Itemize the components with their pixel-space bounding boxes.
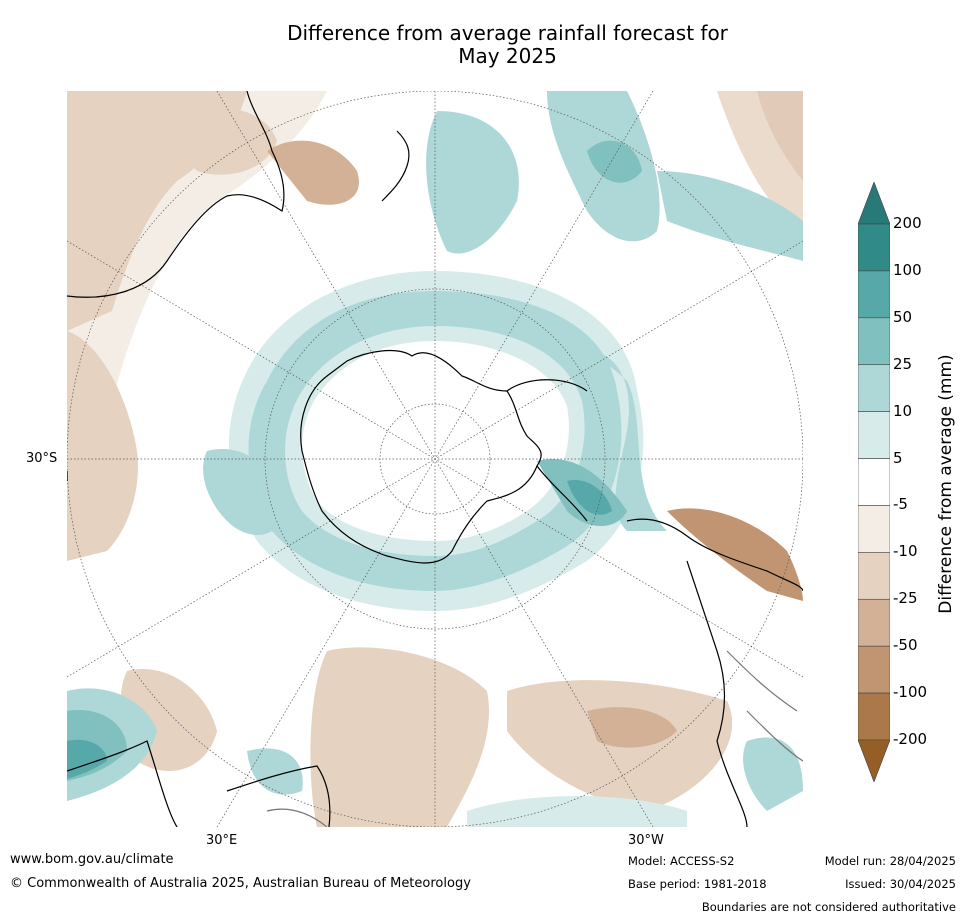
colorbar-band: [858, 270, 890, 319]
colorbar: [858, 182, 890, 782]
colorbar-band: [858, 317, 890, 366]
country-boundaries: [266, 650, 803, 827]
colorbar-tick-label: 100: [893, 260, 922, 279]
colorbar-tick-label: -200: [893, 730, 928, 748]
footer-disclaimer: Boundaries are not considered authoritat…: [701, 900, 956, 914]
colorbar-band: [858, 505, 890, 553]
footer-issued: Issued: 30/04/2025: [845, 877, 956, 891]
south-america-coast: [626, 518, 803, 592]
colorbar-band: [858, 645, 890, 694]
graticule: [67, 91, 803, 827]
colorbar-arrow-top: [858, 182, 890, 225]
colorbar-tick-label: 5: [893, 448, 903, 467]
colorbar-tick-label: 50: [893, 307, 913, 326]
map-title: Difference from average rainfall forecas…: [0, 22, 965, 68]
anomaly-shading: [67, 91, 803, 827]
colorbar-arrow-bottom: [858, 739, 890, 782]
colorbar-tick-label: -10: [893, 542, 918, 561]
footer-model-run: Model run: 28/04/2025: [824, 854, 956, 868]
footer-copyright: © Commonwealth of Australia 2025, Austra…: [10, 876, 471, 891]
colorbar-tick-label: -100: [893, 683, 928, 702]
lat-label-30s: 30°S: [26, 451, 58, 466]
colorbar-band: [858, 223, 890, 272]
colorbar-band: [858, 364, 890, 412]
colorbar-band: [858, 692, 890, 741]
colorbar-band: [858, 552, 890, 600]
polar-map: [67, 91, 803, 827]
colorbar-title: Difference from average (mm): [936, 354, 956, 614]
footer-url[interactable]: www.bom.gov.au/climate: [10, 852, 174, 867]
colorbar-tick-label: -25: [893, 589, 918, 608]
title-line-1: Difference from average rainfall forecas…: [287, 21, 728, 45]
title-line-2: May 2025: [458, 44, 557, 68]
footer-base-period: Base period: 1981-2018: [628, 877, 767, 891]
lon-label-30w: 30°W: [628, 833, 664, 848]
colorbar-band: [858, 411, 890, 459]
australia-coast: [67, 91, 285, 298]
lon-label-30e: 30°E: [206, 833, 238, 848]
colorbar-band: [858, 598, 890, 647]
colorbar-band: [858, 458, 890, 506]
footer-model: Model: ACCESS-S2: [628, 854, 735, 868]
colorbar-tick-label: 200: [893, 214, 922, 232]
coastlines: [67, 91, 803, 827]
new-zealand-coast: [381, 130, 410, 202]
antarctica-coast: [300, 350, 542, 564]
colorbar-tick-label: -50: [893, 636, 918, 655]
colorbar-tick-label: 25: [893, 354, 913, 373]
africa-coast: [67, 740, 178, 827]
map-svg: [67, 91, 803, 827]
colorbar-tick-label: -5: [893, 495, 908, 514]
colorbar-tick-label: 10: [893, 401, 913, 420]
